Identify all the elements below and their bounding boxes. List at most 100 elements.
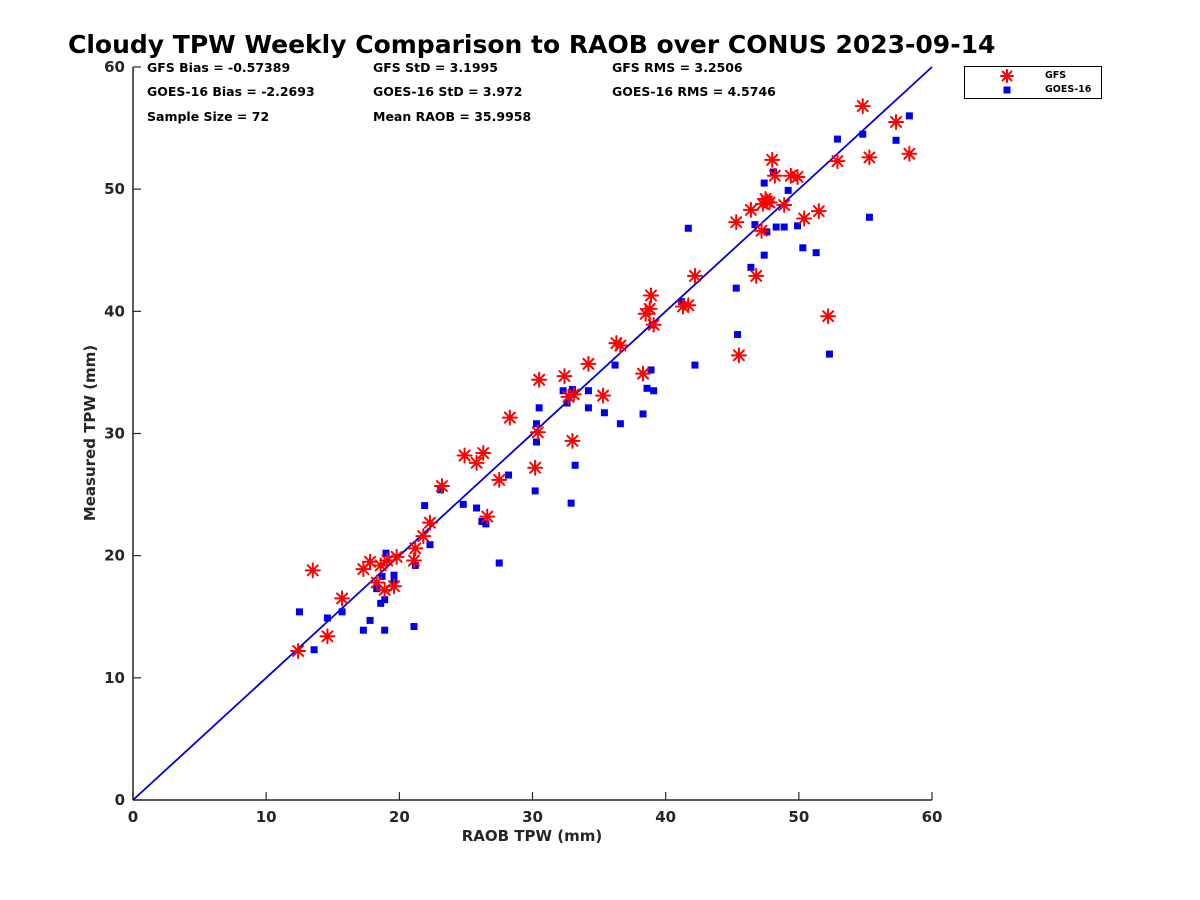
gfs-point [730, 347, 747, 364]
goes-point [833, 135, 841, 143]
plot-area: 0 10 20 30 40 50 60 0 10 20 30 40 50 60 [104, 58, 942, 826]
goes-point [505, 471, 513, 479]
goes-point [678, 298, 686, 306]
goes-point [567, 499, 575, 507]
goes-point [691, 361, 699, 369]
gfs-point [456, 447, 473, 464]
gfs-point [491, 471, 508, 488]
x-tick-label: 10 [256, 808, 277, 826]
goes-point [411, 561, 419, 569]
x-tick-label: 60 [922, 808, 943, 826]
gfs-point [556, 368, 573, 385]
y-tick-label: 20 [104, 547, 125, 565]
gfs-rms-stat: GFS RMS = 3.2506 [612, 60, 743, 75]
y-tick-label: 0 [115, 791, 125, 809]
gfs-point [529, 424, 546, 441]
goes-point [616, 420, 624, 428]
goes-point [359, 626, 367, 634]
goes-bias-stat: GOES-16 Bias = -2.2693 [147, 84, 315, 99]
goes-point [600, 409, 608, 417]
legend-label-goes: GOES-16 [1045, 84, 1092, 95]
goes-point [535, 404, 543, 412]
one-to-one-line [132, 66, 933, 801]
gfs-point [820, 308, 837, 325]
goes-point [390, 571, 398, 579]
goes-point [568, 386, 576, 394]
gfs-point [372, 557, 389, 574]
goes-point [459, 500, 467, 508]
goes-point [473, 504, 481, 512]
goes-point [366, 616, 374, 624]
goes-point [747, 263, 755, 271]
goes-point [377, 599, 385, 607]
gfs-point [635, 365, 652, 382]
x-tick-label: 40 [655, 808, 676, 826]
goes-point [799, 244, 807, 252]
goes-point [650, 387, 658, 395]
y-tick-label: 10 [104, 669, 125, 687]
gfs-point [355, 561, 372, 578]
goes-point [323, 614, 331, 622]
gfs-point [334, 590, 351, 607]
gfs-point [753, 222, 770, 239]
gfs-point [565, 386, 582, 403]
gfs-point [861, 149, 878, 166]
gfs-point [789, 168, 806, 185]
gfs-point [388, 548, 405, 565]
gfs-point [810, 203, 827, 220]
gfs-point [501, 409, 518, 426]
gfs-point [742, 201, 759, 218]
gfs-point [421, 514, 438, 531]
x-axis-label: RAOB TPW (mm) [461, 827, 603, 845]
gfs-point [754, 195, 771, 212]
gfs-point [680, 297, 697, 314]
legend-item-goes: GOES-16 [965, 83, 1101, 97]
gfs-point [475, 445, 492, 462]
goes-point [584, 387, 592, 395]
gfs-point [564, 432, 581, 449]
goes-rms-stat: GOES-16 RMS = 4.5746 [612, 84, 776, 99]
gfs-point [854, 98, 871, 115]
goes-point [760, 251, 768, 259]
gfs-point [319, 628, 336, 645]
goes-point [426, 541, 434, 549]
gfs-point [686, 267, 703, 284]
mean-raob-stat: Mean RAOB = 35.9958 [373, 109, 532, 124]
goes-point [495, 559, 503, 567]
gfs-point [362, 553, 379, 570]
gfs-point [468, 454, 485, 471]
gfs-point [433, 478, 450, 495]
goes-point [531, 487, 539, 495]
x-tick-label: 0 [128, 808, 138, 826]
goes-point [780, 223, 788, 231]
goes-point [825, 350, 833, 358]
goes-point [751, 221, 759, 229]
gfs-point [407, 540, 424, 557]
legend-label-gfs: GFS [1045, 70, 1067, 81]
gfs-point [304, 562, 321, 579]
goes-point [859, 130, 867, 138]
goes-point [532, 420, 540, 428]
gfs-point [405, 552, 422, 569]
gfs-point [608, 335, 625, 352]
gfs-point [728, 214, 745, 231]
goes-point [381, 626, 389, 634]
goes-point [410, 623, 418, 631]
goes-point [611, 361, 619, 369]
y-tick-label: 40 [104, 302, 125, 320]
x-tick-label: 30 [522, 808, 543, 826]
gfs-point [386, 578, 403, 595]
goes-point [794, 222, 802, 230]
y-tick-label: 30 [104, 425, 125, 443]
goes-point [734, 331, 742, 339]
goes-point [905, 112, 913, 120]
goes-point [639, 410, 647, 418]
gfs-point [796, 210, 813, 227]
asterisk-marker-icon [1000, 69, 1014, 83]
gfs-point [764, 151, 781, 168]
gfs-point [829, 153, 846, 170]
gfs-point [479, 508, 496, 525]
gfs-point [641, 300, 658, 317]
gfs-point [415, 528, 432, 545]
goes-point [772, 223, 780, 231]
